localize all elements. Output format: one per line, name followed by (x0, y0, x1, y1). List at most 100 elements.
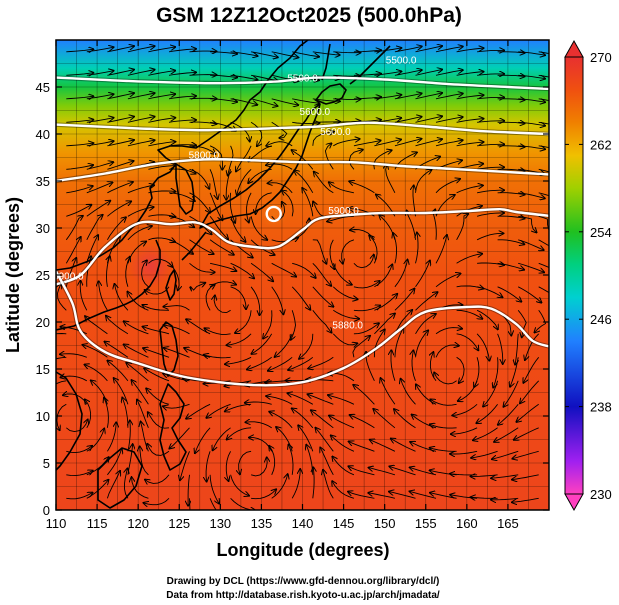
streamline (86, 141, 114, 147)
colorbar-tick-label: 238 (590, 400, 612, 415)
streamline (189, 239, 214, 254)
streamline (518, 121, 545, 125)
streamline (415, 46, 443, 53)
streamline (148, 71, 175, 76)
coast-taiwan (165, 269, 177, 301)
streamline (256, 192, 272, 214)
streamline (205, 328, 231, 335)
streamline (204, 355, 231, 358)
streamline (250, 98, 277, 106)
streamline (58, 284, 67, 311)
streamline (252, 333, 273, 354)
streamline (57, 403, 67, 430)
coastlines (56, 40, 391, 509)
streamline (107, 449, 121, 476)
streamline (373, 409, 396, 429)
colorbar-body (564, 56, 584, 495)
streamline (350, 415, 375, 429)
streamline (518, 74, 545, 78)
streamline (107, 46, 134, 53)
streamline (331, 435, 355, 452)
streamline (389, 466, 416, 476)
height-contour (56, 270, 549, 387)
streamline (163, 403, 190, 408)
streamline (106, 471, 120, 499)
streamline (86, 47, 114, 53)
contour-label: 5500.0 (386, 56, 417, 67)
streamline (266, 396, 293, 405)
streamline (353, 281, 380, 289)
x-tick-label: 130 (209, 516, 231, 531)
streamline (209, 145, 222, 170)
streamline (312, 310, 332, 332)
streamline (512, 450, 539, 458)
colorbar-bottom-triangle (564, 493, 584, 512)
streamline (65, 216, 83, 241)
streamline (311, 410, 334, 429)
streamline (477, 263, 504, 265)
colorbar-tick-label: 254 (590, 225, 612, 240)
streamline (374, 71, 401, 76)
warm-eddy (128, 243, 173, 288)
streamline (127, 185, 154, 194)
credit-data-source: Data from http://database.rish.kyoto-u.a… (166, 590, 440, 601)
streamline (85, 365, 108, 382)
plot-area: 5500.0 5500.0 5600.0 5600.0 5800.0 5900.0 5900… (53, 40, 549, 510)
streamline (251, 489, 276, 500)
streamline (137, 400, 149, 428)
streamline (538, 121, 549, 125)
streamline (230, 262, 255, 278)
streamline (353, 141, 381, 147)
streamline (517, 286, 541, 303)
height-contour (56, 207, 549, 286)
streamline (105, 342, 129, 358)
streamline (369, 468, 396, 476)
streamline (332, 481, 355, 499)
streamline (434, 373, 457, 385)
streamline (538, 239, 549, 247)
streamline (271, 286, 284, 315)
cold-eddy (259, 199, 288, 228)
coast-vietnam (56, 371, 83, 471)
streamline (374, 314, 395, 335)
streamline (127, 70, 155, 76)
streamline (122, 398, 129, 428)
streamline (107, 70, 134, 76)
streamline (168, 239, 193, 254)
streamline (323, 470, 334, 499)
streamline (168, 120, 196, 122)
streamline (66, 493, 92, 500)
contour-label: 5900.0 (53, 272, 84, 283)
streamline (328, 395, 355, 405)
streamline (497, 146, 525, 147)
streamline (538, 98, 549, 101)
streamline (512, 474, 539, 480)
streamline (348, 492, 375, 499)
streamline (391, 439, 416, 452)
streamline (374, 95, 401, 100)
streamline (394, 46, 422, 53)
streamline (456, 309, 483, 319)
streamline (415, 261, 430, 288)
streamline (379, 215, 396, 240)
streamline (86, 429, 104, 452)
streamline (373, 330, 384, 358)
streamline (213, 427, 231, 451)
streamline (206, 451, 211, 481)
streamline (474, 357, 480, 387)
y-tick-label: 10 (36, 409, 50, 424)
y-tick-label: 0 (43, 503, 50, 518)
streamline (124, 345, 149, 358)
streamline (205, 285, 215, 311)
streamline (476, 404, 498, 423)
streamline (189, 262, 215, 272)
streamline (107, 117, 134, 123)
streamline (410, 491, 437, 499)
streamline (497, 262, 524, 269)
streamline (66, 471, 92, 477)
streamline (61, 327, 87, 335)
streamline (225, 356, 252, 364)
streamline (435, 328, 462, 335)
streamline (145, 474, 170, 484)
streamline (456, 164, 484, 170)
